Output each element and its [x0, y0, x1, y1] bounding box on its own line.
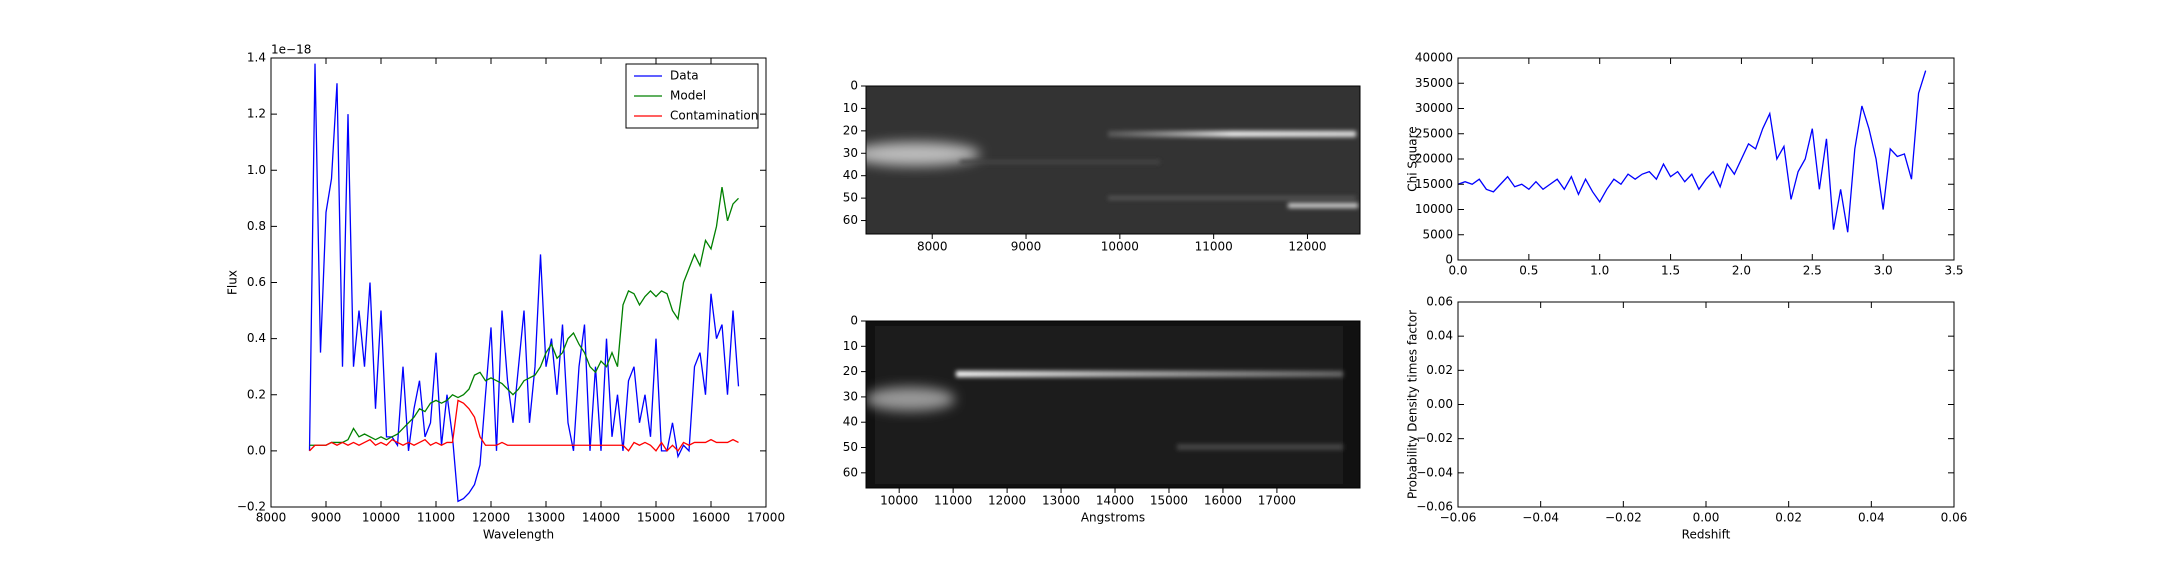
y-tick-label: 1.0 — [247, 163, 266, 177]
x-tick-label: 2.0 — [1732, 264, 1751, 278]
y-tick-label: −0.06 — [1416, 500, 1453, 514]
y-tick-label: 10 — [843, 101, 858, 115]
x-tick-label: 10000 — [362, 511, 400, 525]
y-tick-label: −0.02 — [1416, 431, 1453, 445]
y-tick-label: 1.4 — [247, 51, 266, 65]
y-tick-label: 15000 — [1415, 177, 1453, 191]
x-tick-label: 9000 — [311, 511, 342, 525]
axes-frame — [865, 320, 1361, 489]
y-tick-label: 40 — [843, 168, 858, 182]
y-tick-label: −0.2 — [237, 500, 266, 514]
x-tick-label: 0.0 — [1448, 264, 1467, 278]
x-tick-label: 11000 — [417, 511, 455, 525]
spectrum-image-top — [866, 86, 1360, 234]
y-tick-label: 0 — [1445, 253, 1453, 267]
y-tick-label: 20 — [843, 123, 858, 137]
x-tick-label: 0.04 — [1858, 511, 1885, 525]
y-tick-label: 0.4 — [247, 331, 266, 345]
axes-frame — [865, 85, 1361, 235]
legend-label: Model — [670, 89, 706, 103]
x-tick-label: 11000 — [934, 494, 972, 508]
legend-label: Data — [670, 69, 699, 83]
x-tick-label: 8000 — [256, 511, 287, 525]
y-tick-label: 0.02 — [1426, 363, 1453, 377]
y-tick-label: 60 — [843, 213, 858, 227]
y-tick-label: 30 — [843, 389, 858, 403]
y-tick-label: 50 — [843, 440, 858, 454]
x-tick-label: 1.5 — [1661, 264, 1680, 278]
x-tick-label: 1.0 — [1590, 264, 1609, 278]
x-tick-label: 9000 — [1011, 240, 1042, 254]
x-tick-label: 17000 — [747, 511, 785, 525]
x-tick-label: 16000 — [1204, 494, 1242, 508]
y-tick-label: 0 — [850, 79, 858, 93]
y-axis-label: Probability Density times factor — [1406, 310, 1420, 499]
x-tick-label: −0.06 — [1440, 511, 1477, 525]
y-tick-label: 5000 — [1422, 227, 1453, 241]
x-tick-label: 3.5 — [1944, 264, 1963, 278]
x-tick-label: 8000 — [917, 240, 948, 254]
axes-frame — [1457, 57, 1955, 261]
x-tick-label: 12000 — [1288, 240, 1326, 254]
data-line — [309, 186, 739, 446]
data-line — [1457, 70, 1927, 233]
x-tick-label: 15000 — [637, 511, 675, 525]
y-tick-label: 10000 — [1415, 202, 1453, 216]
x-tick-label: 14000 — [582, 511, 620, 525]
x-axis-label: Angstroms — [1081, 511, 1145, 525]
y-tick-label: 20000 — [1415, 152, 1453, 166]
y-tick-label: 0.06 — [1426, 295, 1453, 309]
y-axis-label: Flux — [226, 270, 240, 295]
x-tick-label: 10000 — [1101, 240, 1139, 254]
x-tick-label: 13000 — [1042, 494, 1080, 508]
legend-label: Contamination — [670, 109, 758, 123]
y-tick-label: 10 — [843, 339, 858, 353]
x-tick-label: 3.0 — [1874, 264, 1893, 278]
y-tick-label: −0.04 — [1416, 465, 1453, 479]
x-tick-label: 17000 — [1258, 494, 1296, 508]
data-line — [308, 63, 740, 503]
x-tick-label: 0.5 — [1519, 264, 1538, 278]
x-axis-label: Redshift — [1682, 528, 1731, 542]
x-tick-label: 11000 — [1195, 240, 1233, 254]
x-tick-label: 12000 — [988, 494, 1026, 508]
y-axis-label: Chi Square — [1406, 126, 1420, 191]
y-tick-label: 0.00 — [1426, 397, 1453, 411]
x-tick-label: 13000 — [527, 511, 565, 525]
x-tick-label: 14000 — [1096, 494, 1134, 508]
x-tick-label: 15000 — [1150, 494, 1188, 508]
y-tick-label: 30 — [843, 146, 858, 160]
y-tick-label: 30000 — [1415, 101, 1453, 115]
y-tick-label: 0.2 — [247, 387, 266, 401]
y-tick-label: 50 — [843, 191, 858, 205]
offset-text: 1e−18 — [271, 43, 311, 57]
y-tick-label: 0.04 — [1426, 329, 1453, 343]
data-line — [309, 399, 739, 452]
spectrum-image-bottom — [866, 321, 1360, 488]
x-tick-label: 10000 — [880, 494, 918, 508]
y-tick-label: 35000 — [1415, 76, 1453, 90]
x-tick-label: 0.06 — [1941, 511, 1968, 525]
x-tick-label: 0.02 — [1775, 511, 1802, 525]
y-tick-label: 25000 — [1415, 126, 1453, 140]
x-tick-label: 0.00 — [1693, 511, 1720, 525]
x-tick-label: 12000 — [472, 511, 510, 525]
y-tick-label: 0.0 — [247, 443, 266, 457]
y-tick-label: 1.2 — [247, 107, 266, 121]
x-axis-label: Wavelength — [483, 528, 554, 542]
y-tick-label: 0 — [850, 314, 858, 328]
y-tick-label: 0.6 — [247, 275, 266, 289]
x-tick-label: −0.04 — [1522, 511, 1559, 525]
y-tick-label: 60 — [843, 465, 858, 479]
axes-frame — [1457, 301, 1955, 508]
y-tick-label: 20 — [843, 364, 858, 378]
y-tick-label: 0.8 — [247, 219, 266, 233]
y-tick-label: 40 — [843, 415, 858, 429]
x-tick-label: 16000 — [692, 511, 730, 525]
y-tick-label: 40000 — [1415, 51, 1453, 65]
x-tick-label: 2.5 — [1803, 264, 1822, 278]
x-tick-label: −0.02 — [1605, 511, 1642, 525]
